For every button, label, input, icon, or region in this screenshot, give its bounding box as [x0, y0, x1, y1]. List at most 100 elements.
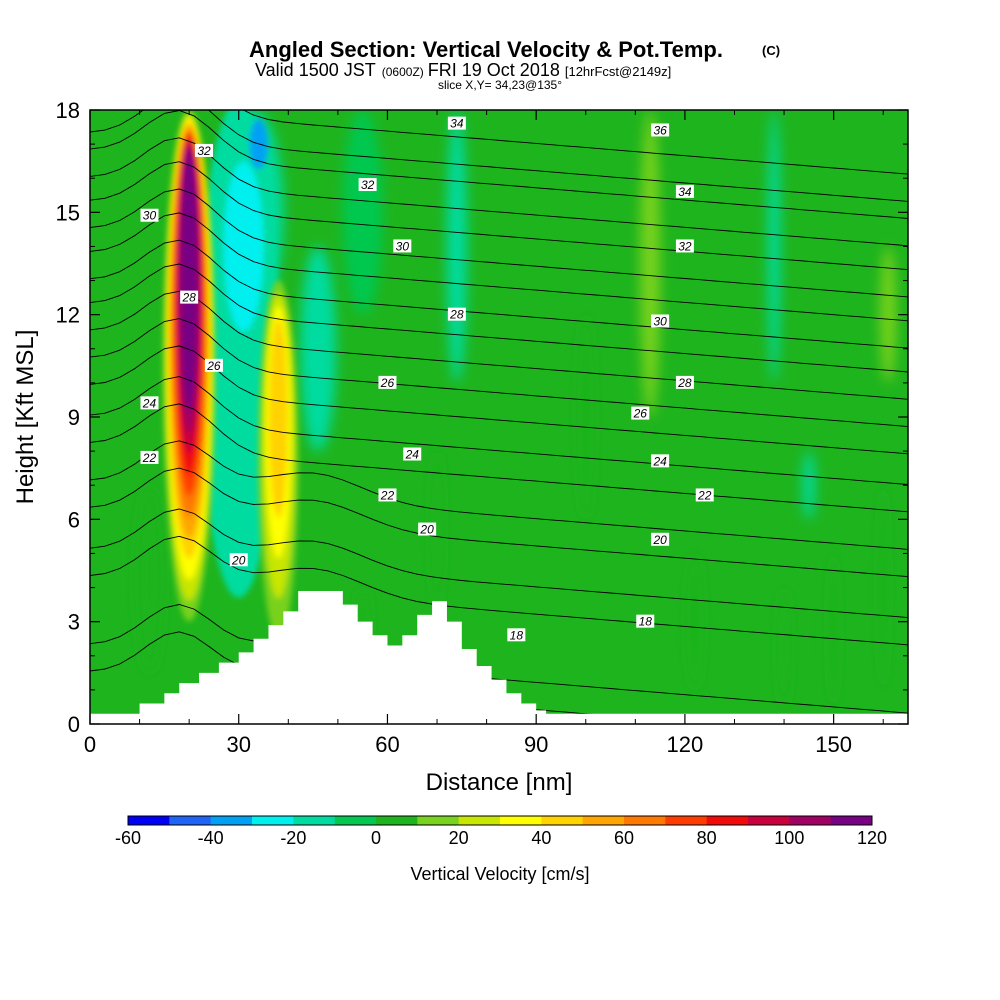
contour-label-text: 28: [677, 376, 692, 390]
contour-label-text: 18: [510, 628, 524, 642]
contour-label-text: 30: [653, 314, 667, 328]
colorbar-swatch: [252, 816, 294, 825]
contour-label: 34: [447, 116, 466, 131]
positive-streak: [880, 246, 897, 383]
colorbar-tick-label: -40: [198, 828, 224, 848]
y-tick-label: 9: [68, 405, 80, 430]
contour-label: 32: [195, 143, 214, 158]
positive-streak: [640, 110, 661, 417]
contour-label-text: 24: [405, 448, 420, 462]
contour-label: 26: [204, 358, 223, 373]
colorbar-tick-label: 0: [371, 828, 381, 848]
negative-streak: [446, 110, 467, 383]
contour-label-text: 26: [206, 359, 221, 373]
theta-contour-line: [90, 137, 908, 247]
colorbar-swatch: [334, 816, 377, 825]
theta-contour-line: [90, 110, 908, 219]
theta-contour-line: [90, 508, 908, 619]
colorbar-swatch: [624, 816, 666, 825]
contour-label-text: 24: [142, 396, 157, 410]
colorbar-swatch: [169, 816, 212, 825]
contour-label-text: 28: [449, 308, 464, 322]
contour-labels: 32 34 36 32 34 30 30 32 28 28 30 26 26 28 24 26 22 24 24 22…: [140, 116, 714, 642]
negative-streak: [802, 451, 815, 520]
contour-label: 22: [140, 450, 159, 465]
colorbar-tick-label: 60: [614, 828, 634, 848]
theta-contour-line: [90, 604, 908, 714]
colorbar-tick-label: -60: [115, 828, 141, 848]
theta-contour-line: [90, 345, 908, 455]
contour-label: 30: [140, 208, 159, 223]
contour-label-text: 20: [419, 523, 434, 537]
x-tick-label: 150: [815, 732, 852, 757]
contour-label-text: 32: [197, 144, 211, 158]
contour-label: 20: [418, 522, 437, 537]
contour-label: 18: [507, 628, 526, 642]
contour-label-text: 22: [380, 488, 395, 502]
contour-label-text: 34: [450, 117, 464, 131]
colorbar-frame: [127, 815, 873, 826]
y-tick-label: 6: [68, 507, 80, 532]
contour-label: 20: [229, 553, 248, 567]
theta-contour-line: [90, 440, 908, 550]
x-tick-label: 90: [524, 732, 548, 757]
contour-label: 24: [651, 454, 670, 468]
contour-label: 30: [393, 239, 412, 253]
y-tick-label: 15: [56, 200, 80, 225]
contour-label: 28: [447, 307, 466, 322]
x-tick-label: 60: [375, 732, 399, 757]
contour-label-text: 32: [361, 178, 375, 192]
valid-forecast: [12hrFcst@2149z]: [565, 64, 671, 79]
theta-contour-line: [90, 110, 908, 202]
contour-label: 32: [675, 239, 694, 253]
x-axis-label: Distance [nm]: [426, 769, 573, 796]
theta-contour-line: [90, 290, 908, 400]
colorbar-swatch: [830, 816, 873, 825]
negative-streak: [768, 110, 781, 383]
y-tick-label: 18: [56, 98, 80, 123]
contour-label: 24: [403, 447, 422, 462]
contour-label-text: 30: [143, 209, 157, 223]
contour-label: 26: [378, 375, 397, 390]
contour-label-text: 34: [678, 185, 692, 199]
colorbar-swatch: [417, 816, 460, 825]
colorbar-swatch: [541, 816, 584, 825]
contour-label-text: 26: [380, 376, 395, 390]
x-tick-label: 0: [84, 732, 96, 757]
valid-prefix: Valid 1500 JST: [255, 60, 376, 80]
colorbar-swatch: [210, 816, 253, 825]
theta-contour-line: [90, 318, 908, 428]
downdraft-mid: [223, 161, 264, 332]
contour-label-text: 32: [678, 239, 692, 253]
contour-label-text: 36: [653, 123, 667, 137]
updraft-band: [269, 318, 288, 518]
colorbar-tick-label: 100: [774, 828, 804, 848]
contour-label-text: 28: [181, 291, 196, 305]
contour-label: 20: [651, 532, 670, 547]
positive-streak: [778, 587, 791, 707]
colorbar-swatch: [748, 816, 790, 825]
contour-label: 34: [675, 184, 694, 199]
colorbar-swatch: [293, 816, 336, 825]
x-tick-label: 30: [226, 732, 250, 757]
theta-contour-line: [90, 467, 908, 578]
chart-title: Angled Section: Vertical Velocity & Pot.…: [249, 37, 723, 62]
negative-streak: [300, 246, 337, 452]
contour-label: 18: [636, 614, 655, 629]
y-tick-label: 3: [68, 610, 80, 635]
colorbar-swatch: [706, 816, 749, 825]
contour-label: 28: [675, 375, 694, 390]
contour-label: 32: [358, 178, 377, 192]
contour-label-text: 30: [396, 239, 410, 253]
colorbar-swatch: [128, 816, 170, 825]
colorbar-tick-label: -20: [280, 828, 306, 848]
contour-label: 22: [695, 488, 714, 502]
colorbar-swatch: [789, 816, 832, 825]
positive-streak: [879, 485, 888, 690]
valid-date: FRI 19 Oct 2018: [428, 60, 560, 80]
theta-contour-line: [90, 403, 908, 513]
positive-streak: [686, 553, 703, 690]
colorbar-label: Vertical Velocity [cm/s]: [410, 864, 589, 884]
updraft-band: [180, 147, 199, 413]
